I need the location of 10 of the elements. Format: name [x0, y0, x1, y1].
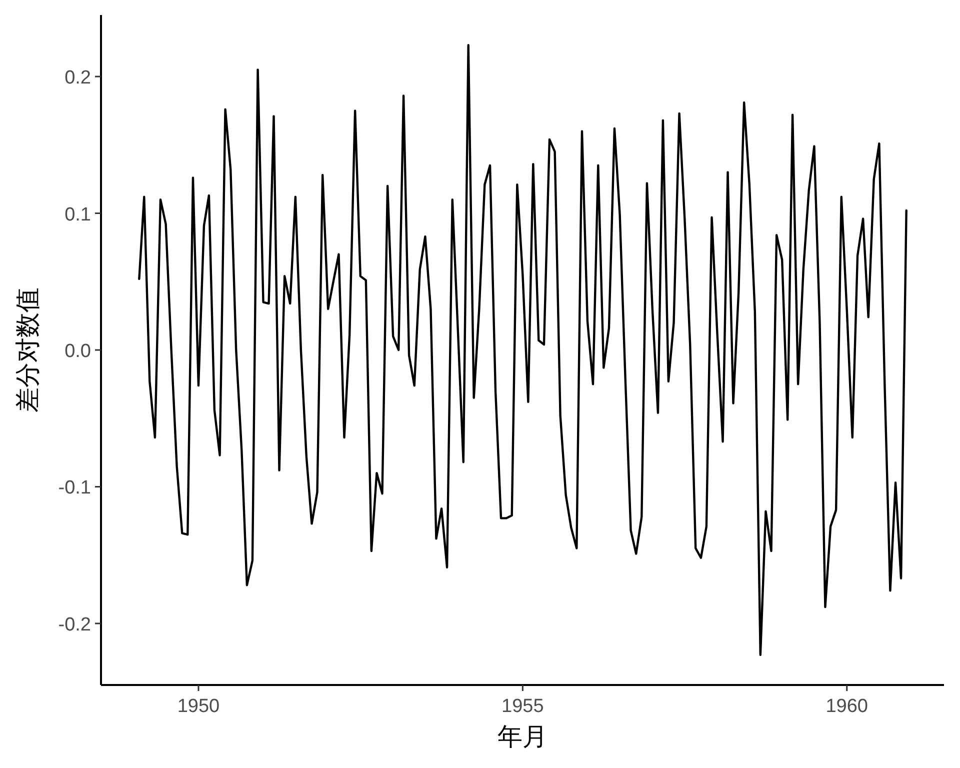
x-tick-label: 1960	[826, 696, 868, 717]
x-tick-label: 1950	[177, 696, 220, 717]
y-tick-label: 0.0	[64, 341, 91, 362]
y-tick-label: 0.2	[64, 68, 91, 89]
y-tick-label: 0.1	[64, 204, 91, 226]
x-tick-label: 1955	[502, 696, 544, 717]
y-tick-label: -0.1	[58, 478, 91, 499]
x-axis-title: 年月	[498, 723, 548, 751]
y-axis-title: 差分对数值	[14, 288, 42, 412]
y-tick-label: -0.2	[58, 614, 91, 636]
